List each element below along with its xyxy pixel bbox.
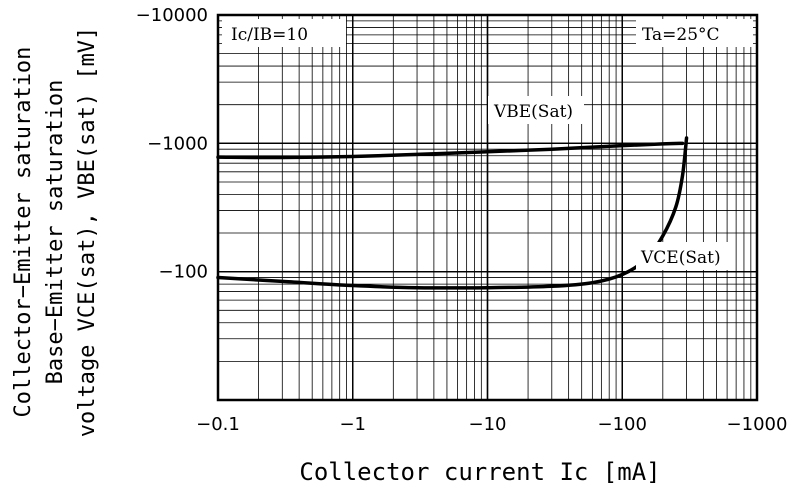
vbe-series-label: VBE(Sat): [493, 102, 573, 122]
y-tick-label: −100: [159, 262, 208, 283]
y-axis-label: Collector−Emitter saturation: [11, 47, 36, 418]
vce-series-label: VCE(Sat): [640, 248, 721, 268]
vbe-label-box: [488, 96, 584, 124]
y-tick-label: −10000: [136, 5, 208, 26]
x-tick-label: −100: [598, 414, 647, 435]
y-axis-label-line-3: voltage VCE(sat), VBE(sat) [mV]: [75, 27, 100, 438]
y-axis-label-line-2: Base−Emitter saturation: [43, 80, 68, 385]
data-series: [216, 136, 689, 290]
y-axis-label-3: voltage VCE(sat), VBE(sat) [mV]: [75, 27, 100, 438]
temperature-annotation: Ta=25°C: [642, 25, 720, 45]
y-axis-label-line-1: Collector−Emitter saturation: [11, 47, 36, 418]
vbe-sat-line: [216, 141, 685, 160]
tick-labels: −0.1 −1 −10 −100 −1000 −10000 −1000 −100: [136, 5, 787, 435]
temperature-box: [636, 19, 753, 47]
x-tick-label: −0.1: [196, 414, 240, 435]
x-axis-label: Collector current Ic [mA]: [299, 458, 660, 486]
vce-label-box: [636, 242, 731, 270]
condition-annotation: Ic/IB=10: [231, 25, 308, 45]
plot-frame: [216, 13, 759, 402]
condition-box: [222, 19, 346, 47]
y-axis-label-2: Base−Emitter saturation: [43, 80, 68, 385]
x-tick-label: −1000: [727, 414, 787, 435]
x-tick-label: −10: [469, 414, 507, 435]
x-tick-label: −1: [339, 414, 366, 435]
vce-sat-line: [216, 136, 689, 290]
y-tick-label: −1000: [147, 133, 208, 154]
grid-lines: [217, 14, 758, 401]
